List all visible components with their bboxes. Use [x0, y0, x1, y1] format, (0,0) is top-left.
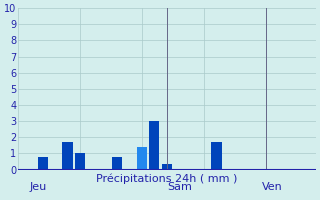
- Text: Sam: Sam: [167, 182, 192, 192]
- Bar: [112, 157, 122, 170]
- Text: Ven: Ven: [262, 182, 283, 192]
- Text: Jeu: Jeu: [30, 182, 47, 192]
- Bar: [162, 164, 172, 170]
- Bar: [62, 142, 73, 170]
- Bar: [137, 147, 147, 170]
- Bar: [212, 142, 221, 170]
- Bar: [75, 153, 85, 170]
- X-axis label: Précipitations 24h ( mm ): Précipitations 24h ( mm ): [96, 174, 237, 184]
- Bar: [37, 157, 48, 170]
- Bar: [149, 121, 159, 170]
